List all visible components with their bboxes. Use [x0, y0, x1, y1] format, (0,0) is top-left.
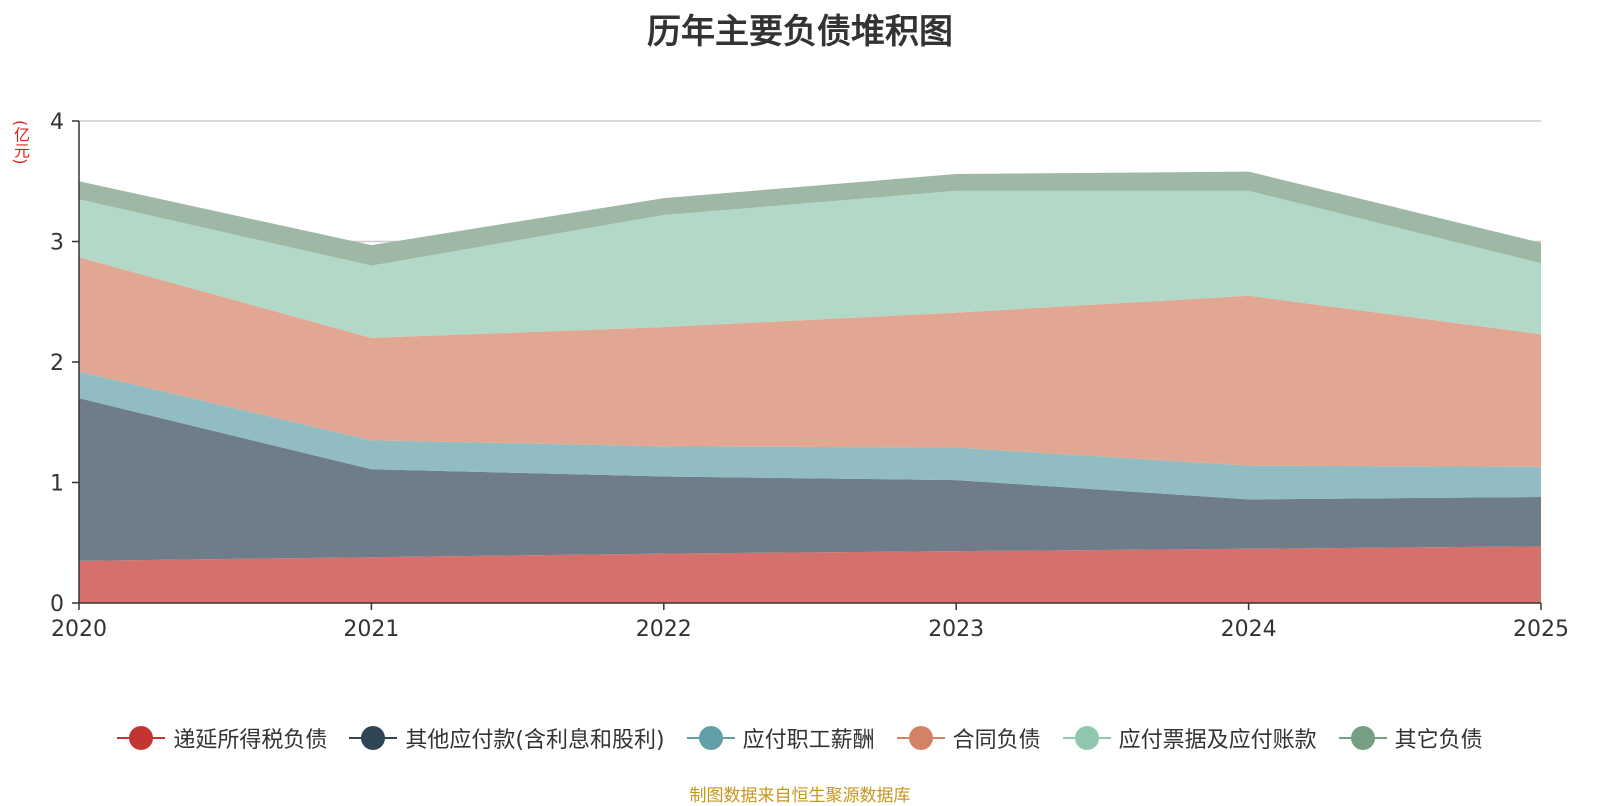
y-tick-label-0: 0: [50, 592, 64, 617]
legend-item-1[interactable]: 其他应付款(含利息和股利): [349, 722, 665, 754]
legend-label: 其他应付款(含利息和股利): [405, 728, 665, 753]
axes: 0 1 2 3 4 2020 2021 2022 2023 2024 2025: [50, 110, 1569, 642]
legend-marker-icon: [349, 725, 398, 751]
legend-label: 应付票据及应付账款: [1118, 728, 1317, 753]
legend-marker-icon: [1062, 725, 1111, 751]
y-tick-label-4: 4: [50, 110, 64, 135]
area-series-2: [79, 371, 1541, 500]
x-tick-label-2020: 2020: [51, 617, 107, 642]
area-series: [79, 171, 1541, 603]
area-series-5: [79, 171, 1541, 266]
legend-item-0[interactable]: 递延所得税负债: [117, 722, 327, 754]
x-tick-label-2024: 2024: [1221, 617, 1277, 642]
source-note: 制图数据来自恒生聚源数据库: [689, 786, 911, 806]
legend-item-3[interactable]: 合同负债: [896, 722, 1041, 754]
y-tick-label-1: 1: [50, 472, 64, 497]
x-tick-label-2022: 2022: [636, 617, 692, 642]
y-axis-unit-label: (亿元): [11, 120, 30, 165]
legend-label: 递延所得税负债: [173, 728, 328, 753]
legend-item-5[interactable]: 其它负债: [1338, 722, 1483, 754]
area-series-1: [79, 398, 1541, 561]
legend-label: 其它负债: [1394, 728, 1483, 753]
legend-label: 合同负债: [952, 728, 1041, 753]
y-tick-label-3: 3: [50, 231, 64, 256]
legend-marker-icon: [117, 725, 166, 751]
legend-marker-icon: [686, 725, 735, 751]
legend-label: 应付职工薪酬: [742, 728, 875, 753]
legend: 递延所得税负债 其他应付款(含利息和股利) 应付职工薪酬 合同负债 应付票据及应付账款 其…: [0, 722, 1600, 754]
y-tick-label-2: 2: [50, 351, 64, 376]
legend-marker-icon: [1338, 725, 1387, 751]
area-series-4: [79, 190, 1541, 338]
legend-item-2[interactable]: 应付职工薪酬: [686, 722, 875, 754]
legend-item-4[interactable]: 应付票据及应付账款: [1062, 722, 1317, 754]
area-series-3: [79, 257, 1541, 467]
x-tick-label-2025: 2025: [1513, 617, 1569, 642]
area-series-0: [79, 546, 1541, 603]
legend-marker-icon: [896, 725, 945, 751]
x-tick-label-2021: 2021: [343, 617, 399, 642]
x-tick-label-2023: 2023: [928, 617, 984, 642]
chart-title: 历年主要负债堆积图: [647, 12, 953, 52]
